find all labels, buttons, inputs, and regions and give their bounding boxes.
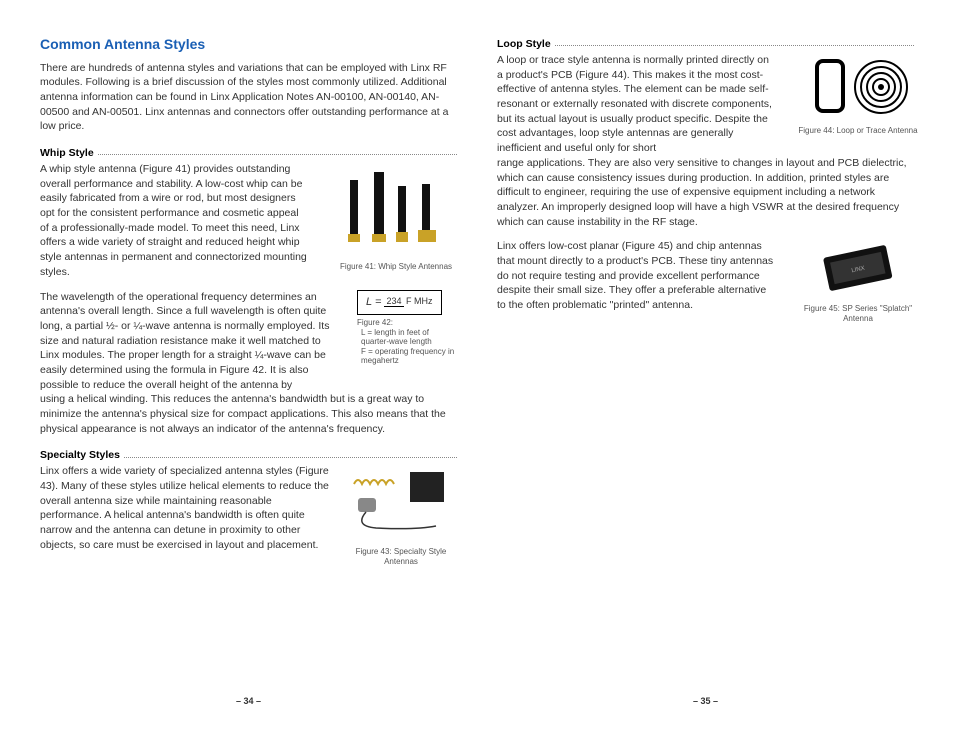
specialty-heading-row: Specialty Styles bbox=[40, 448, 457, 462]
page-spread: Common Antenna Styles There are hundreds… bbox=[0, 0, 954, 738]
whip-antennas-icon bbox=[336, 162, 456, 257]
figure-45-caption: Figure 45: SP Series "Splatch" Antenna bbox=[798, 304, 918, 323]
figure-42-caption-c: F = operating frequency in megahertz bbox=[357, 347, 457, 366]
whip-paragraph-1: A whip style antenna (Figure 41) provide… bbox=[40, 162, 310, 280]
formula-numerator: 234 bbox=[384, 296, 403, 307]
figure-44: Figure 44: Loop or Trace Antenna bbox=[798, 53, 918, 135]
section-title: Common Antenna Styles bbox=[40, 35, 457, 55]
loop-paragraph-2: Linx offers low-cost planar (Figure 45) … bbox=[497, 239, 777, 312]
figure-43: Figure 43: Specialty Style Antennas bbox=[341, 464, 461, 566]
intro-paragraph: There are hundreds of antenna styles and… bbox=[40, 61, 457, 134]
loop-trace-icon bbox=[803, 53, 913, 121]
figure-42-caption-b: L = length in feet of quarter-wave lengt… bbox=[357, 328, 457, 347]
specialty-paragraph: Linx offers a wide variety of specialize… bbox=[40, 464, 330, 552]
whip-paragraph-2a: The wavelength of the operational freque… bbox=[40, 290, 330, 393]
loop-heading: Loop Style bbox=[497, 37, 555, 52]
specialty-antennas-icon bbox=[346, 464, 456, 542]
formula-box: L = 234 F MHz bbox=[357, 290, 442, 315]
whip-heading: Whip Style bbox=[40, 146, 98, 161]
loop-paragraph-1a: A loop or trace style antenna is normall… bbox=[497, 53, 777, 156]
loop-heading-row: Loop Style bbox=[497, 37, 914, 51]
figure-42: L = 234 F MHz Figure 42: L = length in f… bbox=[357, 290, 457, 366]
specialty-heading: Specialty Styles bbox=[40, 448, 124, 463]
page-number-right: – 35 – bbox=[693, 695, 718, 708]
loop-paragraph-1b: range applications. They are also very s… bbox=[497, 156, 914, 229]
left-column: Common Antenna Styles There are hundreds… bbox=[40, 35, 457, 718]
figure-41-caption: Figure 41: Whip Style Antennas bbox=[331, 262, 461, 272]
whip-paragraph-2b: using a helical winding. This reduces th… bbox=[40, 392, 457, 436]
page-number-left: – 34 – bbox=[236, 695, 261, 708]
right-column: Loop Style A loop or trace style antenna… bbox=[497, 35, 914, 718]
splatch-antenna-icon: LINX bbox=[808, 239, 908, 299]
figure-41: Figure 41: Whip Style Antennas bbox=[331, 162, 461, 271]
formula-denominator: F MHz bbox=[406, 296, 433, 306]
figure-43-caption: Figure 43: Specialty Style Antennas bbox=[341, 547, 461, 566]
whip-heading-row: Whip Style bbox=[40, 146, 457, 160]
figure-44-caption: Figure 44: Loop or Trace Antenna bbox=[798, 126, 918, 136]
formula-L: L = bbox=[366, 296, 381, 308]
figure-42-caption-a: Figure 42: bbox=[357, 318, 457, 328]
figure-45: LINX Figure 45: SP Series "Splatch" Ante… bbox=[798, 239, 918, 323]
